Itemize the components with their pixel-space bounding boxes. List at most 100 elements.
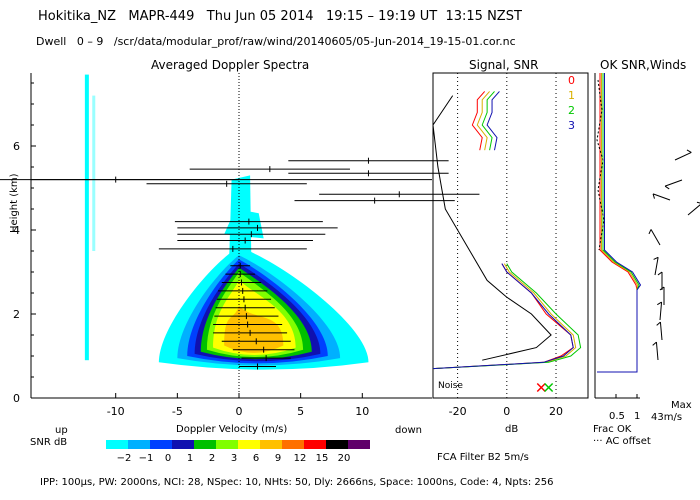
colorbar-swatch-0 xyxy=(106,440,128,449)
colorbar-tick-5: 3 xyxy=(231,453,237,464)
colorbar-swatch-4 xyxy=(194,440,216,449)
colorbar-tick-10: 20 xyxy=(338,453,351,464)
signal-tick-label--20: -20 xyxy=(449,405,467,418)
dwell-range: 0 – 9 xyxy=(76,35,104,48)
signal-series-3 xyxy=(432,263,574,370)
signal-panel: -20 0 20 xyxy=(432,72,589,418)
y-axis-label: Height (km) xyxy=(9,173,20,233)
y-tick-label-0: 0 xyxy=(13,392,20,405)
filter-label: FCA Filter B2 5m/s xyxy=(437,452,529,463)
ac-offset-trace xyxy=(596,79,605,251)
wind-barb-flag-6 xyxy=(657,271,663,276)
wind-barb-flag-2 xyxy=(652,193,655,199)
header-line-2: Dwell 0 – 9 /scr/data/modular_prof/raw/w… xyxy=(36,36,516,47)
frac-ok-channel-3 xyxy=(597,73,642,373)
wind-barb-10 xyxy=(655,342,659,361)
colorbar-tick-1: −1 xyxy=(139,453,154,464)
file-path: /scr/data/modular_prof/raw/wind/20140605… xyxy=(113,35,516,48)
colorbar-swatch-3 xyxy=(172,440,194,449)
wind-barb-flag-9 xyxy=(656,321,661,326)
wind-barb-flag-8 xyxy=(657,301,662,306)
noise-marker-0 xyxy=(536,382,546,393)
wind-barb-flag-7 xyxy=(659,286,665,291)
site-name: Hokitika_NZ xyxy=(38,9,116,24)
spectra-panel: 0 2 4 6 -10 -5 0 5 10 xyxy=(0,73,480,418)
local-time: 13:15 NZST xyxy=(445,9,522,24)
colorbar-label: SNR dB xyxy=(30,437,68,448)
wind-barb-flag-5 xyxy=(653,256,659,260)
ok-tick-05: 0.5 xyxy=(609,411,625,422)
wind-barb-2 xyxy=(652,193,671,201)
signal-upper-3 xyxy=(486,91,500,151)
direction-up: up xyxy=(55,425,68,436)
colorbar-swatch-9 xyxy=(304,440,326,449)
ac-offset-label: ··· AC offset xyxy=(593,436,651,447)
channel-label-2: 2 xyxy=(568,104,575,117)
signal-tick-label-0: 0 xyxy=(503,405,510,418)
signal-upper-0 xyxy=(471,91,486,151)
colorbar-swatch-2 xyxy=(150,440,172,449)
instrument-name: MAPR-449 xyxy=(128,9,195,24)
signal-series-0 xyxy=(432,263,574,370)
ok-title: OK SNR,Winds xyxy=(600,58,687,72)
colorbar-tick-7: 9 xyxy=(275,453,281,464)
channel-label-1: 1 xyxy=(568,89,575,102)
wind-barb-8 xyxy=(659,302,663,321)
footer-params: IPP: 100μs, PW: 2000ns, NCI: 28, NSpec: … xyxy=(40,477,554,488)
dwell-label: Dwell xyxy=(36,35,67,48)
wind-barb-5 xyxy=(654,257,659,276)
date: Thu Jun 05 2014 xyxy=(206,9,314,24)
wind-barb-flag-4 xyxy=(648,229,652,235)
colorbar-swatch-6 xyxy=(238,440,260,449)
wind-barb-flag-1 xyxy=(664,185,670,190)
colorbar-tick-3: 1 xyxy=(187,453,193,464)
wind-barb-4 xyxy=(650,229,661,246)
colorbar-swatch-5 xyxy=(216,440,238,449)
signal-series-1 xyxy=(432,263,577,370)
wind-barb-1 xyxy=(664,179,683,187)
snr-strip-left xyxy=(84,74,89,361)
colorbar-tick-2: 0 xyxy=(165,453,171,464)
colorbar-swatch-11 xyxy=(348,440,370,449)
channel-label-3: 3 xyxy=(568,119,575,132)
signal-series-2 xyxy=(432,263,582,370)
x-tick-label--10: -10 xyxy=(107,405,125,418)
direction-down: down xyxy=(395,425,422,436)
colorbar-tick-6: 6 xyxy=(253,453,259,464)
utc-time: 19:15 – 19:19 UT xyxy=(325,9,438,24)
max-wind: 43m/s xyxy=(651,412,683,423)
y-tick-label-4: 4 xyxy=(13,224,20,237)
colorbar-swatch-8 xyxy=(282,440,304,449)
channel-label-0: 0 xyxy=(568,74,575,87)
colorbar-swatch-7 xyxy=(260,440,282,449)
wind-barb-flag-3 xyxy=(696,201,700,204)
y-tick-label-6: 6 xyxy=(13,140,20,153)
spectra-title: Averaged Doppler Spectra xyxy=(151,58,310,72)
noise-marker-1 xyxy=(544,382,554,393)
x-tick-label-0: 0 xyxy=(236,405,243,418)
header-line-1: Hokitika_NZ MAPR-449 Thu Jun 05 2014 19:… xyxy=(38,10,522,23)
colorbar-tick-0: −2 xyxy=(117,453,132,464)
ok-panel xyxy=(594,73,700,399)
wind-barb-flag-0 xyxy=(686,149,692,153)
signal-tick-label-20: 20 xyxy=(549,405,563,418)
signal-title: Signal, SNR xyxy=(469,58,539,72)
signal-xlabel: dB xyxy=(505,424,519,435)
wind-barb-flag-10 xyxy=(652,341,657,346)
colorbar-tick-4: 2 xyxy=(209,453,215,464)
ok-tick-1: 1 xyxy=(634,411,641,422)
max-label: Max xyxy=(671,400,692,411)
wind-barb-0 xyxy=(674,151,692,161)
signal-upper-1 xyxy=(476,91,490,151)
frac-ok-label: Frac OK xyxy=(593,424,632,435)
noise-label: Noise xyxy=(438,381,463,391)
y-tick-label-2: 2 xyxy=(13,308,20,321)
snr-trace xyxy=(432,95,552,361)
colorbar-tick-8: 12 xyxy=(294,453,307,464)
colorbar-swatch-10 xyxy=(326,440,348,449)
x-axis-label: Doppler Velocity (m/s) xyxy=(176,424,288,435)
snr-strip-left-inner xyxy=(92,95,96,251)
signal-upper-2 xyxy=(481,91,495,151)
snr-patch-upper xyxy=(224,209,264,239)
